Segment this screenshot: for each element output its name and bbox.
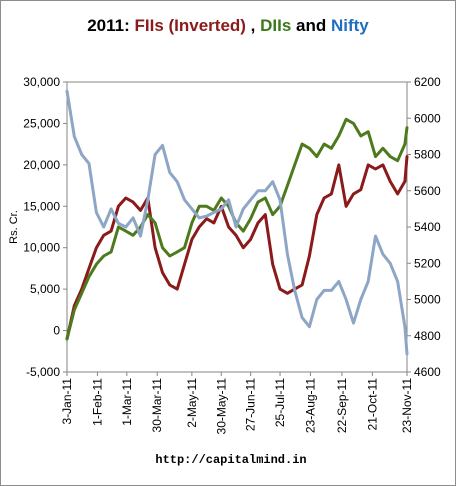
series-line-nifty xyxy=(65,89,409,356)
right-tick-label: 4800 xyxy=(414,329,441,343)
left-tick-label: 20,000 xyxy=(23,158,60,172)
title-part-5: Nifty xyxy=(331,16,369,35)
x-tick-label: 25-Jul-11 xyxy=(273,378,287,427)
x-tick-label: 30-May-11 xyxy=(214,378,228,435)
title-part-0: 2011: xyxy=(87,16,134,35)
left-tick-label: 25,000 xyxy=(23,116,60,130)
right-tick-label: 5800 xyxy=(414,148,441,162)
x-tick-label: 30-Mar-11 xyxy=(150,378,164,433)
x-tick-label: 2-May-11 xyxy=(185,378,199,428)
right-tick-label: 6200 xyxy=(414,75,441,89)
left-tick-label: 30,000 xyxy=(23,75,60,89)
x-tick-label: 22-Sep-11 xyxy=(335,378,349,433)
right-tick-label: 5200 xyxy=(414,256,441,270)
right-tick-label: 5400 xyxy=(414,220,441,234)
title-part-1: FIIs (Inverted) xyxy=(134,16,245,35)
title-part-2: , xyxy=(246,16,260,35)
right-tick-label: 6000 xyxy=(414,111,441,125)
right-tick-label: 5000 xyxy=(414,293,441,307)
left-tick-label: 10,000 xyxy=(23,241,60,255)
title-part-4: and xyxy=(291,16,331,35)
series-line-diis xyxy=(65,117,409,341)
credit-text: http://capitalmind.in xyxy=(155,453,306,467)
x-axis: 3-Jan-11 1-Feb-11 1-Mar-11 30-Mar-11 2-May-1… xyxy=(60,372,414,434)
left-tick-label: 15,000 xyxy=(23,199,60,213)
left-tick-label: -5,000 xyxy=(26,365,60,379)
right-tick-label: 4600 xyxy=(414,365,441,379)
chart-title: 2011: FIIs (Inverted) , DIIs and Nifty xyxy=(87,16,369,35)
left-tick-label: 5,000 xyxy=(30,282,60,296)
series-line-fiis-inverted xyxy=(65,155,409,341)
x-tick-label: 23-Nov-11 xyxy=(400,378,414,433)
x-tick-label: 21-Oct-11 xyxy=(365,378,379,431)
left-axis-label: Rs. Cr. xyxy=(8,210,20,244)
left-tick-label: 0 xyxy=(53,324,60,338)
x-tick-label: 27-Jun-11 xyxy=(244,378,258,431)
right-tick-label: 5600 xyxy=(414,184,441,198)
right-y-axis: 4600 4800 5000 5200 5400 5600 5800 6000 6200 xyxy=(407,75,441,379)
series-layer xyxy=(65,89,409,356)
x-tick-label: 1-Feb-11 xyxy=(90,378,104,426)
x-tick-label: 23-Aug-11 xyxy=(303,378,317,433)
x-tick-label: 1-Mar-11 xyxy=(120,378,134,426)
x-tick-label: 3-Jan-11 xyxy=(60,378,74,425)
title-part-3: DIIs xyxy=(260,16,291,35)
left-y-axis: -5,000 0 5,000 10,000 15,000 20,000 25,000 30,0… xyxy=(23,75,67,379)
